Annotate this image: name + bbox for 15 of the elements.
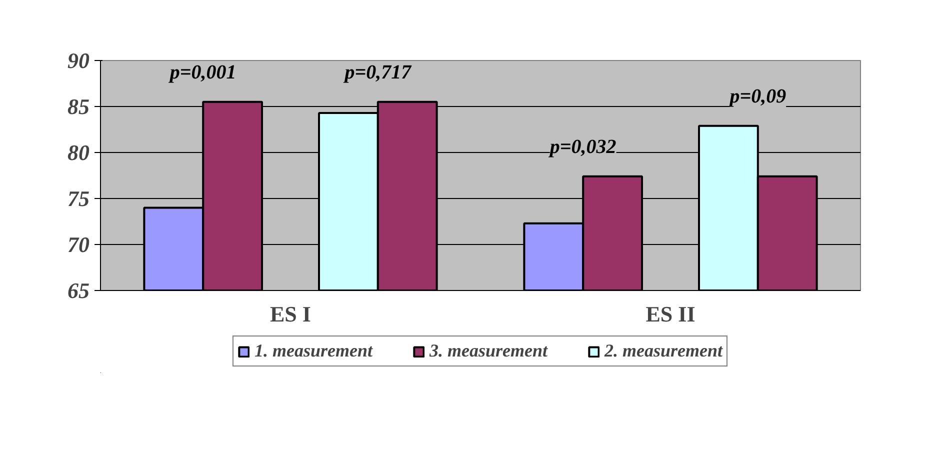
annotation: p=0,032 bbox=[548, 136, 616, 158]
legend-label: 3. measurement bbox=[429, 340, 548, 362]
annotation: p=0,717 bbox=[342, 62, 412, 84]
legend-label: 2. measurement bbox=[604, 340, 723, 362]
annotation: p=0,001 bbox=[168, 62, 236, 84]
y-tick-label: 90 bbox=[68, 48, 90, 73]
y-tick-label: 85 bbox=[68, 94, 90, 119]
legend-label: 1. measurement bbox=[254, 340, 372, 362]
y-tick-label: 70 bbox=[68, 232, 90, 257]
y-tick-label: 75 bbox=[68, 186, 90, 211]
y-tick-label: 80 bbox=[68, 140, 90, 165]
x-tick-label: ES II bbox=[646, 302, 696, 326]
x-tick-label: ES I bbox=[270, 302, 311, 326]
y-tick-label: 65 bbox=[68, 278, 90, 303]
annotation: p=0,09 bbox=[728, 85, 786, 108]
